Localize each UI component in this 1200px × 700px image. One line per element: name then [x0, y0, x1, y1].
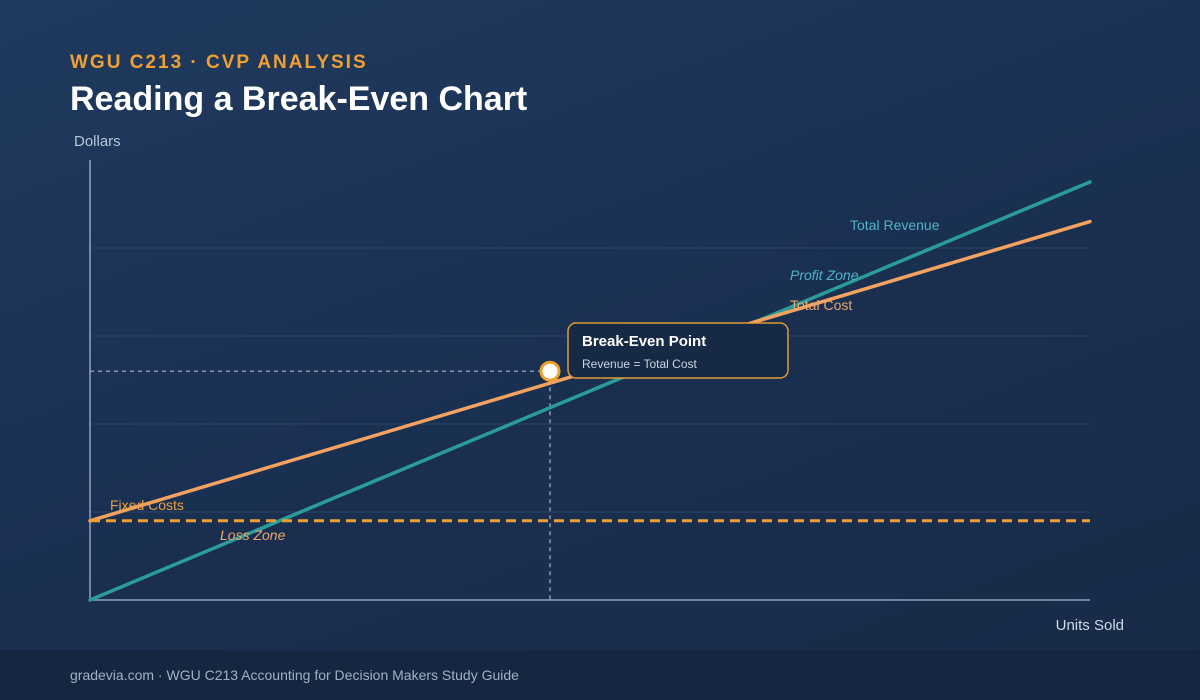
x-axis-label: Units Sold: [1056, 617, 1124, 634]
profit-zone-label: Profit Zone: [790, 267, 859, 283]
y-axis-label: Dollars: [74, 133, 121, 150]
break-even-point: [539, 360, 561, 382]
break-even-callout-title: Break-Even Point: [582, 333, 706, 350]
footer: gradevia.com · WGU C213 Accounting for D…: [0, 650, 1200, 700]
loss-zone-label: Loss Zone: [220, 527, 286, 543]
chart-title: Reading a Break-Even Chart: [70, 80, 528, 118]
total-revenue-label: Total Revenue: [850, 217, 940, 233]
break-even-chart: Dollars Units Sold Total Revenue Total Co…: [74, 133, 1124, 634]
fixed-costs-label: Fixed Costs: [110, 497, 184, 513]
footer-text: gradevia.com · WGU C213 Accounting for D…: [70, 667, 519, 683]
total-revenue-line: [88, 180, 1092, 602]
chart-kicker: WGU C213 · CVP ANALYSIS: [70, 52, 368, 73]
break-even-callout-subtitle: Revenue = Total Cost: [582, 357, 698, 371]
break-even-callout: [567, 322, 789, 379]
total-cost-label: Total Cost: [790, 297, 852, 313]
